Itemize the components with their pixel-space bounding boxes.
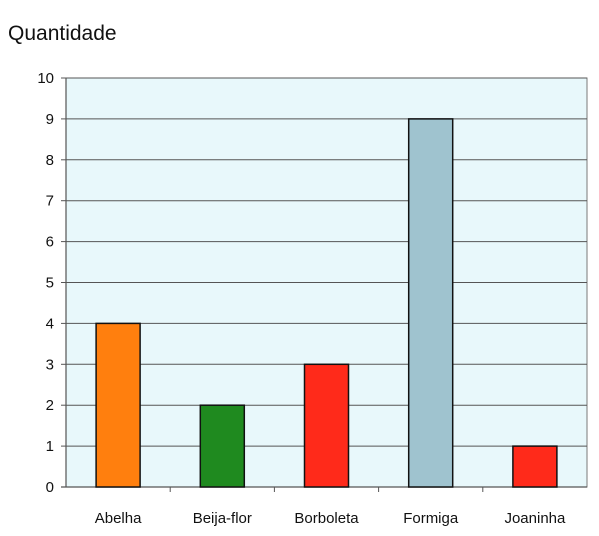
y-tick-label: 2	[46, 397, 54, 414]
y-tick-label: 6	[46, 234, 54, 251]
x-tick-label: Abelha	[95, 510, 142, 527]
x-tick-label: Joaninha	[504, 510, 566, 527]
y-tick-label: 7	[46, 193, 54, 210]
y-tick-label: 4	[46, 315, 54, 332]
y-tick-label: 0	[46, 479, 54, 496]
y-tick-label: 9	[46, 111, 54, 128]
bars	[95, 118, 558, 488]
bar-abelha	[95, 322, 141, 488]
y-tick-label: 3	[46, 356, 54, 373]
y-tick-label: 8	[46, 152, 54, 169]
y-axis-ticks: 0 1 2 3 4 5 6 7 8 9 10	[37, 70, 66, 496]
y-tick-label: 10	[37, 70, 54, 87]
bar-joaninha	[512, 445, 558, 488]
x-tick-label: Formiga	[403, 510, 459, 527]
x-tick-label: Beija-flor	[193, 510, 252, 527]
bar-borboleta	[303, 363, 350, 488]
x-tick-label: Borboleta	[294, 510, 359, 527]
y-tick-label: 1	[46, 438, 54, 455]
bar-formiga	[407, 118, 454, 488]
x-axis-labels: Abelha Beija-flor Borboleta Formiga Joaninha	[95, 487, 566, 527]
y-tick-label: 5	[46, 275, 54, 292]
bar-beija-flor	[199, 404, 246, 488]
y-axis-title: Quantidade	[8, 22, 117, 45]
